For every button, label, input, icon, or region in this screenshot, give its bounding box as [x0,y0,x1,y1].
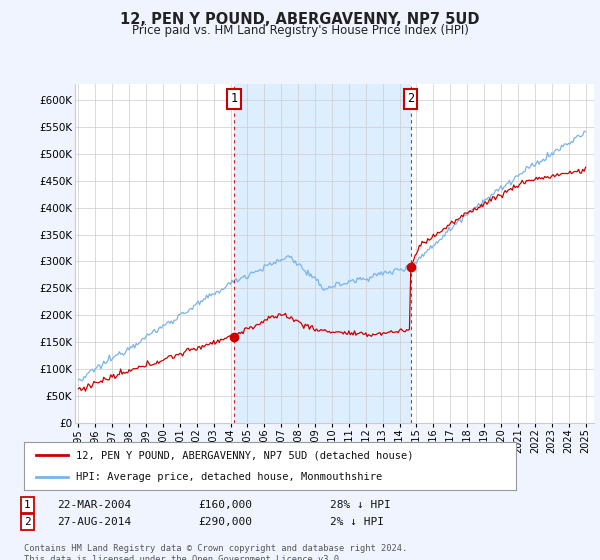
Text: 12, PEN Y POUND, ABERGAVENNY, NP7 5UD (detached house): 12, PEN Y POUND, ABERGAVENNY, NP7 5UD (d… [76,450,413,460]
Text: £290,000: £290,000 [198,517,252,527]
Text: 12, PEN Y POUND, ABERGAVENNY, NP7 5UD: 12, PEN Y POUND, ABERGAVENNY, NP7 5UD [120,12,480,27]
Text: 2: 2 [24,517,31,527]
Text: Price paid vs. HM Land Registry's House Price Index (HPI): Price paid vs. HM Land Registry's House … [131,24,469,36]
Text: 27-AUG-2014: 27-AUG-2014 [57,517,131,527]
Text: 1: 1 [230,92,238,105]
Text: 2: 2 [407,92,414,105]
Text: 28% ↓ HPI: 28% ↓ HPI [330,500,391,510]
Text: Contains HM Land Registry data © Crown copyright and database right 2024.
This d: Contains HM Land Registry data © Crown c… [24,544,407,560]
Text: 22-MAR-2004: 22-MAR-2004 [57,500,131,510]
Text: £160,000: £160,000 [198,500,252,510]
Text: 1: 1 [24,500,31,510]
Text: 2% ↓ HPI: 2% ↓ HPI [330,517,384,527]
Bar [234,84,410,423]
Text: HPI: Average price, detached house, Monmouthshire: HPI: Average price, detached house, Monm… [76,472,382,482]
